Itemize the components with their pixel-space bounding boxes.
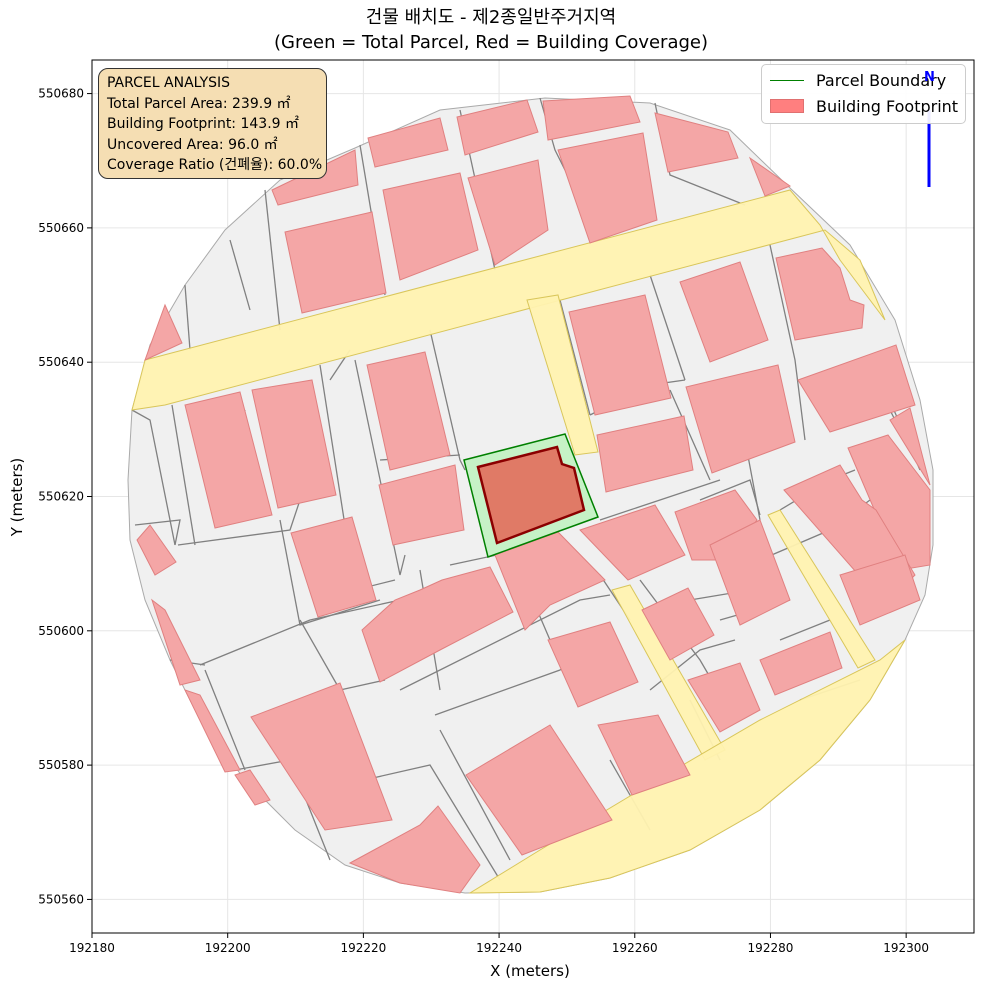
x-tick-label: 192180 — [69, 941, 115, 955]
legend-label: Building Footprint — [816, 96, 959, 116]
x-tick-label: 192200 — [205, 941, 251, 955]
y-tick-label: 550680 — [38, 87, 84, 101]
building — [709, 519, 791, 626]
info-uncovered: Uncovered Area: 96.0 ㎡ — [107, 136, 278, 153]
building — [557, 132, 658, 244]
building — [136, 524, 177, 576]
chart-subtitle: (Green = Total Parcel, Red = Building Co… — [273, 32, 709, 53]
building — [382, 172, 479, 281]
y-tick-label: 550660 — [38, 221, 84, 235]
legend-item-building-footprint: Building Footprint — [770, 95, 958, 117]
building — [290, 516, 377, 618]
y-tick-label: 550640 — [38, 355, 84, 369]
target-building — [476, 445, 586, 545]
building — [234, 769, 271, 806]
building — [542, 95, 641, 141]
building — [839, 554, 921, 626]
building — [184, 391, 273, 529]
x-tick-label: 192240 — [476, 941, 522, 955]
y-tick-label: 550600 — [38, 624, 84, 638]
info-coverage: Coverage Ratio (건폐율): 60.0% — [107, 157, 323, 173]
building — [579, 504, 686, 581]
info-heading: PARCEL ANALYSIS — [107, 75, 231, 91]
building — [348, 805, 481, 894]
info-total-area: Total Parcel Area: 239.9 ㎡ — [107, 95, 291, 112]
building — [568, 294, 672, 416]
building — [889, 407, 931, 486]
building — [775, 247, 865, 341]
building — [547, 621, 639, 708]
building — [378, 464, 465, 546]
building — [367, 117, 449, 168]
building — [184, 689, 241, 773]
building — [597, 714, 691, 796]
building — [251, 379, 337, 509]
x-tick-label: 192280 — [748, 941, 794, 955]
building — [685, 364, 796, 474]
chart-title: 건물 배치도 - 제2종일반주거지역 — [365, 7, 617, 28]
building — [687, 662, 761, 733]
building — [748, 156, 792, 197]
legend-label: Parcel Boundary — [816, 70, 947, 90]
x-tick-label: 192300 — [883, 941, 929, 955]
building — [366, 351, 451, 471]
building — [797, 344, 916, 433]
building — [284, 211, 387, 314]
building — [467, 159, 549, 266]
x-axis-label: X (meters) — [490, 962, 570, 980]
info-footprint: Building Footprint: 143.9 ㎡ — [107, 116, 300, 132]
y-tick-label: 550620 — [38, 490, 84, 504]
building — [151, 598, 201, 686]
legend: Parcel Boundary Building Footprint — [761, 64, 966, 124]
legend-line-swatch — [770, 79, 804, 81]
building — [759, 631, 843, 696]
x-axis-ticks: 192180 192200 192220 192240 192260 192280 1923… — [69, 933, 929, 955]
building — [641, 587, 715, 661]
building — [250, 682, 393, 831]
building — [679, 261, 769, 363]
x-tick-label: 192220 — [340, 941, 386, 955]
building — [654, 112, 739, 173]
building — [456, 99, 539, 156]
building — [361, 566, 514, 683]
legend-patch-swatch — [770, 99, 804, 113]
y-tick-label: 550560 — [38, 892, 84, 906]
y-tick-label: 550580 — [38, 758, 84, 772]
building — [144, 303, 183, 361]
building — [596, 415, 694, 493]
building-footprints — [136, 95, 931, 894]
x-tick-label: 192260 — [612, 941, 658, 955]
building — [465, 724, 613, 856]
legend-item-parcel-boundary: Parcel Boundary — [770, 69, 946, 91]
y-axis-ticks: 550560 550580 550600 550620 550640 550660 5506… — [38, 87, 92, 906]
parcel-analysis-box: PARCEL ANALYSIS Total Parcel Area: 239.9… — [98, 68, 327, 179]
north-arrow-label: N — [924, 70, 935, 85]
y-axis-label: Y (meters) — [8, 458, 26, 538]
